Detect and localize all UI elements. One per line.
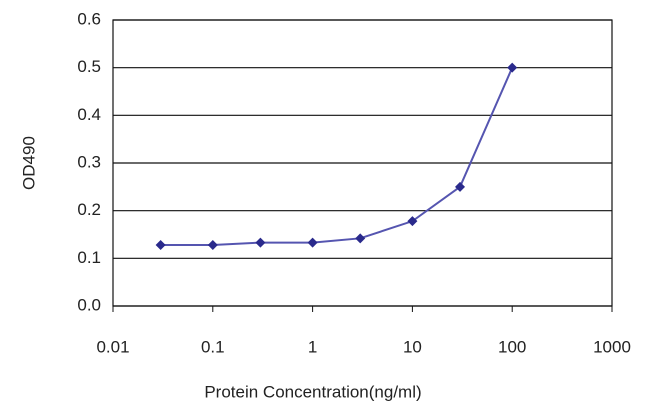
marker xyxy=(355,233,366,244)
y-tick-label: 0.3 xyxy=(77,152,101,171)
marker xyxy=(507,62,518,73)
x-tick-label: 0.1 xyxy=(201,337,225,356)
marker xyxy=(455,181,466,192)
y-tick-label: 0.4 xyxy=(77,105,101,124)
marker xyxy=(255,237,266,248)
marker xyxy=(155,239,166,250)
x-tick-label: 1000 xyxy=(593,337,631,356)
x-tick-label: 0.01 xyxy=(96,337,129,356)
marker xyxy=(207,239,218,250)
y-tick-label: 0.0 xyxy=(77,295,101,314)
x-tick-label: 100 xyxy=(498,337,526,356)
y-tick-label: 0.1 xyxy=(77,248,101,267)
y-tick-label: 0.6 xyxy=(77,9,101,28)
y-axis-label: OD490 xyxy=(19,136,38,190)
x-tick-label: 10 xyxy=(403,337,422,356)
line xyxy=(160,67,514,246)
x-tick-label: 1 xyxy=(308,337,317,356)
y-tick-label: 0.5 xyxy=(77,57,101,76)
x-axis-label: Protein Concentration(ng/ml) xyxy=(204,382,421,401)
y-tick-label: 0.2 xyxy=(77,200,101,219)
marker xyxy=(407,216,418,227)
marker xyxy=(307,237,318,248)
plot-frame xyxy=(112,19,613,307)
